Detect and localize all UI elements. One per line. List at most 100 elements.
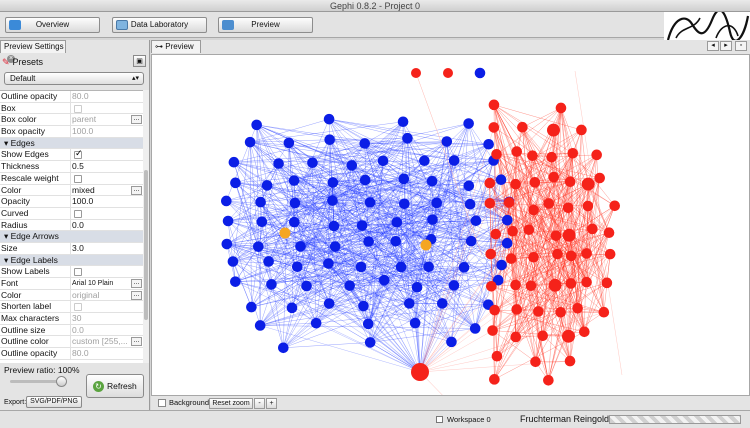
red-node	[528, 251, 539, 263]
blue-edge	[329, 139, 416, 324]
workspace-selector[interactable]: Workspace 0	[436, 414, 491, 425]
red-node	[555, 102, 567, 114]
property-row: Box	[0, 102, 143, 115]
scrollbar-thumb[interactable]	[144, 170, 148, 320]
property-row: Box opacity 100.0	[0, 126, 143, 138]
blue-edge	[334, 121, 404, 247]
preset-select[interactable]: Default ▴▾	[4, 72, 144, 85]
property-checkbox[interactable]	[74, 104, 82, 113]
blue-edge	[260, 160, 494, 203]
hub-edge	[419, 228, 593, 373]
blue-edge	[249, 141, 369, 242]
background-checkbox[interactable]	[158, 399, 166, 407]
property-value[interactable]: 30	[72, 313, 82, 324]
blue-edge	[329, 118, 469, 187]
scroll-left-icon[interactable]: ◂	[707, 41, 719, 51]
blue-edge	[409, 303, 489, 305]
blue-edge	[233, 139, 330, 163]
red-edge	[516, 308, 578, 310]
property-checkbox[interactable]	[74, 174, 82, 183]
tab-preview-window[interactable]: ⊶ Preview×	[151, 40, 201, 63]
property-value[interactable]: 80.0	[72, 348, 89, 359]
property-value[interactable]: 100.0	[72, 126, 94, 137]
maximize-icon[interactable]: ▫	[735, 41, 747, 51]
preview-ratio-slider[interactable]	[10, 380, 66, 383]
red-node	[510, 178, 521, 190]
blue-edge	[260, 241, 369, 326]
property-editor-button[interactable]: ...	[131, 279, 142, 288]
graph-preview-canvas[interactable]	[151, 54, 750, 396]
red-node	[562, 202, 574, 214]
property-value[interactable]: custom [255,...	[72, 336, 128, 347]
property-value[interactable]: mixed	[72, 184, 95, 195]
blue-node	[441, 136, 453, 147]
hub-edge	[297, 266, 421, 373]
tab-preview[interactable]: Preview	[218, 17, 313, 33]
tab-overview[interactable]: Overview	[5, 17, 100, 33]
property-value[interactable]: Arial 10 Plain	[72, 280, 114, 287]
tab-data-laboratory[interactable]: Data Laboratory	[112, 17, 207, 33]
hub-edge	[260, 325, 421, 373]
scroll-right-icon[interactable]: ▸	[720, 41, 732, 51]
property-value[interactable]: 0.0	[72, 219, 84, 230]
red-edge	[570, 228, 593, 257]
red-edge	[535, 360, 571, 363]
property-value[interactable]: 100.0	[72, 196, 94, 207]
property-checkbox[interactable]	[74, 268, 82, 277]
close-icon[interactable]: ×	[7, 55, 15, 63]
export-button[interactable]: SVG/PDF/PNG	[26, 396, 82, 408]
blue-edge	[256, 124, 494, 161]
blue-edge	[300, 121, 404, 247]
save-preset-button[interactable]: ▣	[133, 55, 146, 67]
blue-edge	[428, 160, 455, 267]
red-node	[510, 331, 522, 343]
red-node	[603, 227, 615, 239]
property-category[interactable]: ▾ Edge Arrows	[0, 231, 143, 243]
property-category[interactable]: ▾ Edges	[0, 137, 143, 150]
blue-edge	[228, 220, 455, 286]
property-editor-button[interactable]: ...	[131, 115, 142, 125]
red-edge	[496, 107, 562, 155]
property-value[interactable]: 3.0	[72, 242, 84, 253]
reset-zoom-button[interactable]: Reset zoom	[209, 398, 253, 409]
blue-edge	[283, 138, 408, 348]
blue-edge	[349, 219, 508, 286]
property-row: Max characters 30	[0, 313, 143, 325]
red-edge	[584, 232, 610, 332]
property-category[interactable]: ▾ Edge Labels	[0, 254, 143, 267]
refresh-button[interactable]: ↻ Refresh	[86, 374, 144, 398]
red-edge	[512, 231, 534, 258]
status-bar: Workspace 0 Fruchterman Reingold	[0, 410, 750, 428]
zoom-in-button[interactable]: +	[266, 398, 277, 409]
red-edge	[489, 177, 600, 184]
blue-edge	[328, 263, 452, 343]
red-node	[486, 280, 497, 292]
property-checkbox[interactable]	[74, 148, 83, 160]
blue-edge	[226, 243, 252, 308]
property-editor-button[interactable]: ...	[131, 337, 142, 347]
property-value[interactable]: 0.0	[72, 324, 84, 335]
property-value[interactable]: 0.5	[72, 161, 84, 172]
blue-edge	[233, 162, 295, 223]
property-value[interactable]: original	[72, 289, 100, 300]
zoom-out-button[interactable]: -	[254, 398, 265, 409]
property-value[interactable]: 80.0	[72, 91, 89, 101]
tab-preview-settings[interactable]: Preview Settings ×	[0, 40, 66, 63]
blue-edge	[268, 121, 404, 262]
property-checkbox[interactable]	[74, 303, 82, 312]
blue-node	[359, 138, 371, 149]
property-checkbox[interactable]	[74, 209, 82, 218]
property-value[interactable]: parent	[72, 114, 97, 125]
blue-node	[327, 195, 338, 206]
blue-edge	[409, 123, 469, 304]
blue-edge	[249, 142, 364, 307]
property-editor-button[interactable]: ...	[131, 185, 142, 195]
property-scrollbar[interactable]	[143, 90, 149, 363]
blue-edge	[233, 161, 477, 222]
property-row: Show Labels	[0, 266, 143, 278]
blue-edge	[251, 266, 429, 308]
property-editor-button[interactable]: ...	[131, 290, 142, 300]
preview-ratio-slider-knob[interactable]	[56, 376, 67, 387]
blue-edge	[226, 182, 333, 245]
property-name: ▾ Edge Arrows	[4, 231, 59, 242]
